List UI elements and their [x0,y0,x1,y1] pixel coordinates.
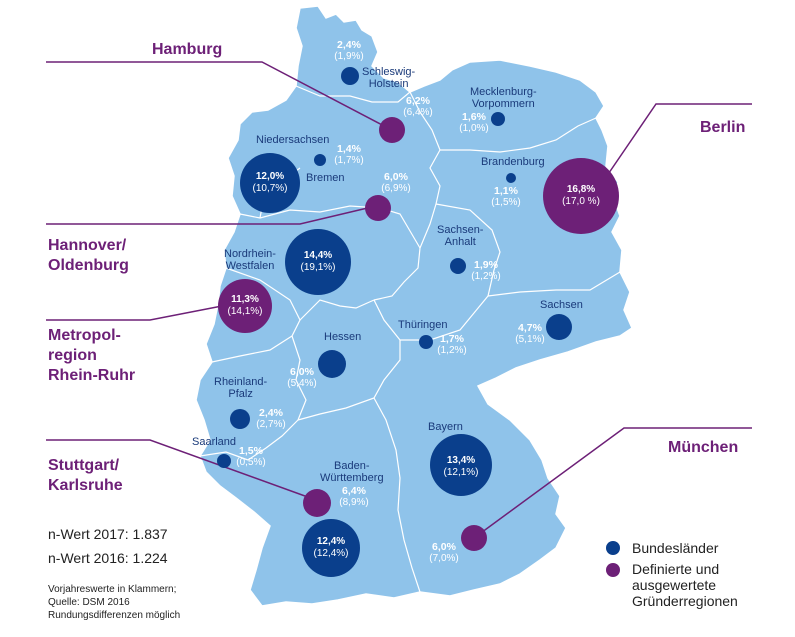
dot-muenchen [461,525,487,551]
leader-stuttgart [46,439,317,501]
dot-hannover [365,195,391,221]
legend-bundesland-label: Bundesländer [632,540,719,556]
leader-lines [46,61,752,539]
value-thueringen: 1,7% (1,2%) [437,333,467,357]
state-label-saarland: Saarland [192,436,237,448]
nwert-2017: n-Wert 2017: 1.837 [48,526,168,542]
state-label-bayern: Bayern [428,421,463,433]
dot-hessen [318,350,346,378]
dot-berlin [543,158,619,234]
bundesland-dots [217,67,572,577]
region-name-rhein-ruhr: Metropol- region Rhein-Ruhr [48,327,136,384]
state-label-schleswig-holstein: Schleswig- Holstein [362,66,416,90]
state-label-thueringen: Thüringen [398,319,448,331]
value-berlin: 16,8% (17,0 %) [562,184,600,207]
dot-sachsen [546,314,572,340]
value-saarland: 1,5% (0,5%) [236,445,266,469]
value-hamburg: 6,2% (6,4%) [403,95,433,119]
state-label-bw: Baden- Württemberg [320,460,384,484]
state-label-bremen: Bremen [306,172,345,184]
value-sachsen: 4,7% (5,1%) [515,322,545,346]
dot-bw [302,519,360,577]
dot-nrw [285,229,351,295]
value-mecklenburg: 1,6% (1,0%) [459,111,489,135]
dot-sachsen-anhalt [450,258,466,274]
dot-bayern [430,434,492,496]
value-schleswig-holstein: 2,4% (1,9%) [334,39,364,63]
value-brandenburg: 1,1% (1,5%) [491,185,521,209]
value-rheinland-pfalz: 2,4% (2,7%) [256,407,286,431]
germany-outline [195,5,633,607]
state-label-hessen: Hessen [324,331,362,343]
dot-saarland [217,454,231,468]
state-label-sachsen-anhalt: Sachsen- Anhalt [437,224,484,248]
leader-hannover [46,205,377,225]
legend-region-label: Definierte und ausgewertete Gründerregio… [632,561,738,609]
region-name-stuttgart: Stuttgart/ Karlsruhe [48,457,123,494]
region-name-hamburg: Hamburg [152,41,223,58]
value-hessen: 6,0% (5,4%) [287,366,317,390]
dot-niedersachsen [240,153,300,213]
value-bremen: 1,4% (1,7%) [334,143,364,167]
nwert-2016: n-Wert 2016: 1.224 [48,550,168,566]
dot-hamburg [379,117,405,143]
value-nrw: 14,4% (19,1%) [300,250,336,273]
dot-rheinland-pfalz [230,409,250,429]
state-label-brandenburg: Brandenburg [481,156,545,168]
leader-berlin [599,103,752,187]
dot-schleswig-holstein [341,67,359,85]
dot-mecklenburg [491,112,505,126]
leader-rhein-ruhr [46,305,223,321]
value-niedersachsen: 12,0% (10,7%) [252,171,288,194]
state-borders [199,85,621,593]
dot-brandenburg [506,173,516,183]
dot-bremen [314,154,326,166]
dot-stuttgart [303,489,331,517]
source-note: Vorjahreswerte in Klammern; Quelle: DSM … [48,584,181,621]
state-label-niedersachsen: Niedersachsen [256,134,330,146]
region-name-berlin: Berlin [700,119,746,136]
state-label-mecklenburg: Mecklenburg- Vorpommern [470,86,537,110]
value-bayern: 13,4% (12,1%) [443,455,479,478]
value-rhein-ruhr: 11,3% (14,1%) [227,294,263,317]
region-name-muenchen: München [668,439,739,456]
value-bw: 12,4% (12,4%) [313,536,349,559]
state-label-rheinland-pfalz: Rheinland- Pfalz [214,376,268,400]
state-label-sachsen: Sachsen [540,299,583,311]
value-sachsen-anhalt: 1,9% (1,2%) [471,259,501,283]
value-hannover: 6,0% (6,9%) [381,171,411,195]
leader-hamburg [46,61,389,129]
region-dots [218,117,619,551]
value-muenchen: 6,0% (7,0%) [429,541,459,565]
state-label-nrw: Nordrhein- Westfalen [224,248,276,272]
region-name-hannover: Hannover/ Oldenburg [48,237,129,274]
value-stuttgart: 6,4% (8,9%) [339,485,369,509]
dot-rhein-ruhr [218,279,272,333]
leader-muenchen [473,427,752,539]
legend-bundesland-dot [606,541,620,555]
dot-thueringen [419,335,433,349]
legend-region-dot [606,563,620,577]
